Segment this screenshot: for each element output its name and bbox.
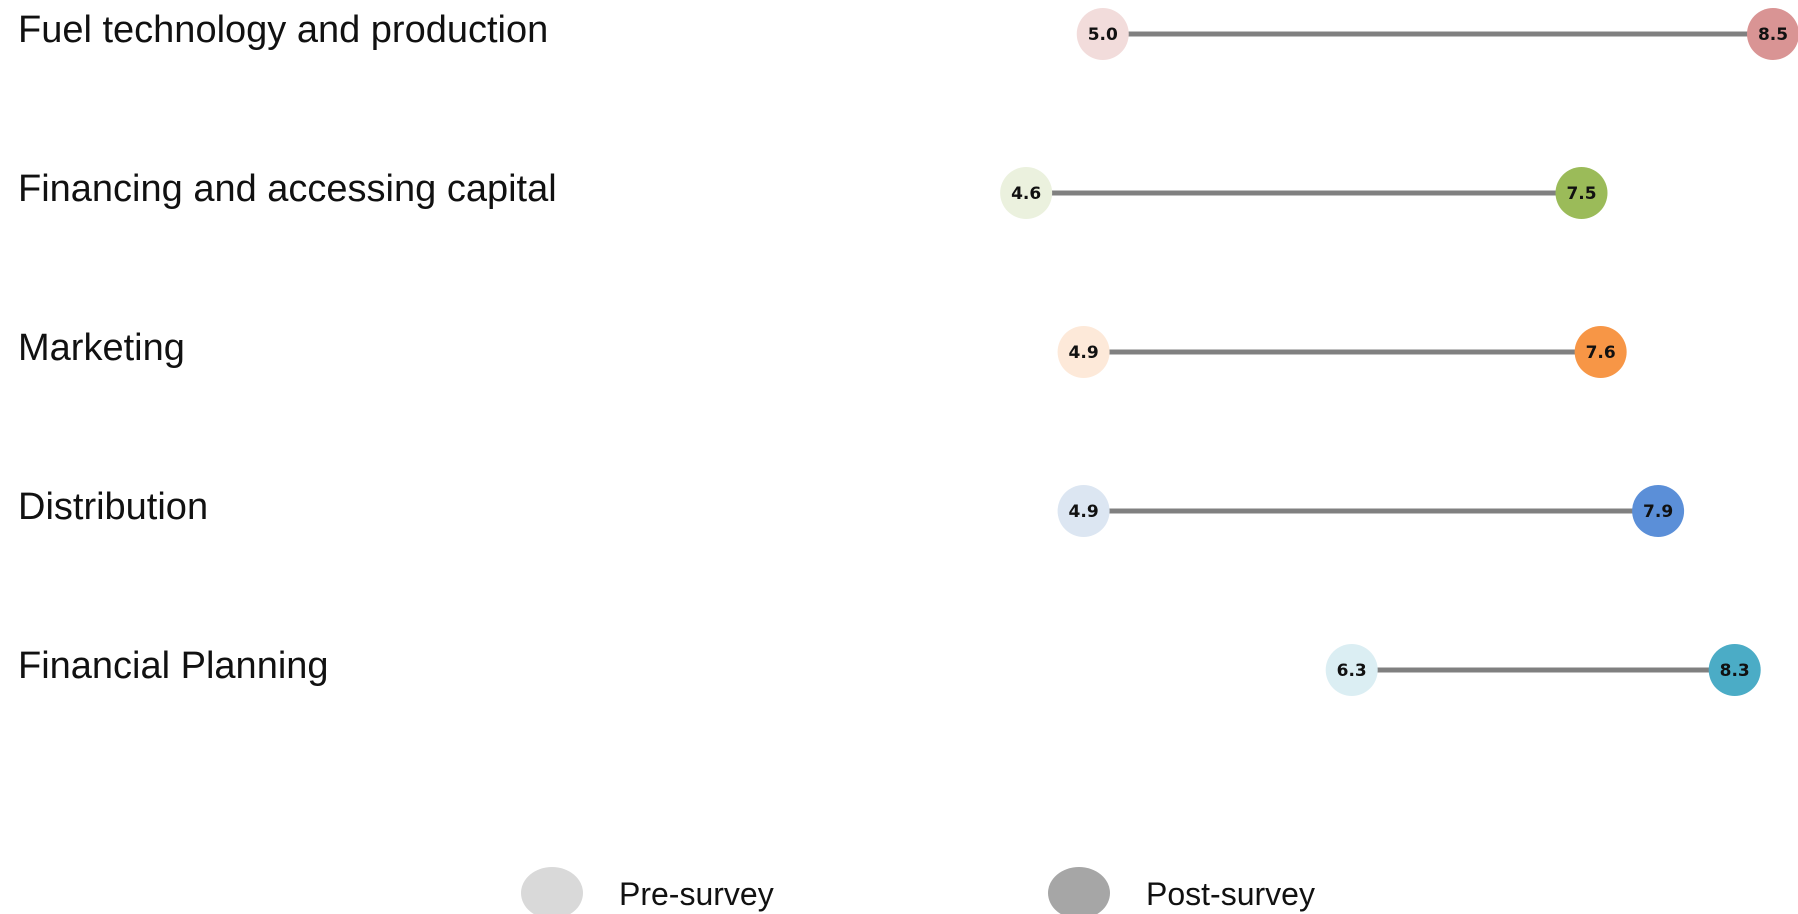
pre-survey-value-label: 5.0 [1088, 25, 1118, 45]
pre-survey-point [1057, 326, 1110, 378]
category-label: Financial Planning [18, 645, 329, 687]
category-label: Marketing [18, 327, 185, 369]
pre-survey-point [1325, 644, 1378, 696]
post-survey-value-label: 7.5 [1566, 184, 1596, 204]
post-survey-value-label: 8.3 [1720, 661, 1750, 681]
legend-label-pre: Pre-survey [619, 876, 774, 912]
category-label: Financing and accessing capital [18, 168, 557, 210]
legend-swatch-post [1048, 867, 1110, 914]
post-survey-point [1708, 644, 1761, 696]
legend: Pre-survey Post-survey [521, 867, 1315, 914]
post-survey-value-label: 7.9 [1643, 502, 1673, 522]
pre-survey-point [1000, 167, 1053, 219]
post-survey-point [1747, 8, 1798, 60]
pre-survey-value-label: 6.3 [1337, 661, 1367, 681]
chart-rows: Fuel technology and production 5.0 8.5 Fina… [18, 8, 1798, 696]
pre-survey-value-label: 4.9 [1069, 502, 1099, 522]
pre-survey-value-label: 4.6 [1011, 184, 1041, 204]
post-survey-value-label: 7.6 [1586, 343, 1616, 363]
legend-swatch-pre [521, 867, 583, 914]
legend-label-post: Post-survey [1146, 876, 1315, 912]
pre-survey-point [1057, 485, 1110, 537]
post-survey-point [1555, 167, 1608, 219]
category-label: Fuel technology and production [18, 9, 548, 51]
post-survey-value-label: 8.5 [1758, 25, 1788, 45]
pre-survey-value-label: 4.9 [1069, 343, 1099, 363]
category-label: Distribution [18, 486, 208, 528]
pre-survey-point [1076, 8, 1129, 60]
post-survey-point [1574, 326, 1627, 378]
post-survey-point [1632, 485, 1685, 537]
